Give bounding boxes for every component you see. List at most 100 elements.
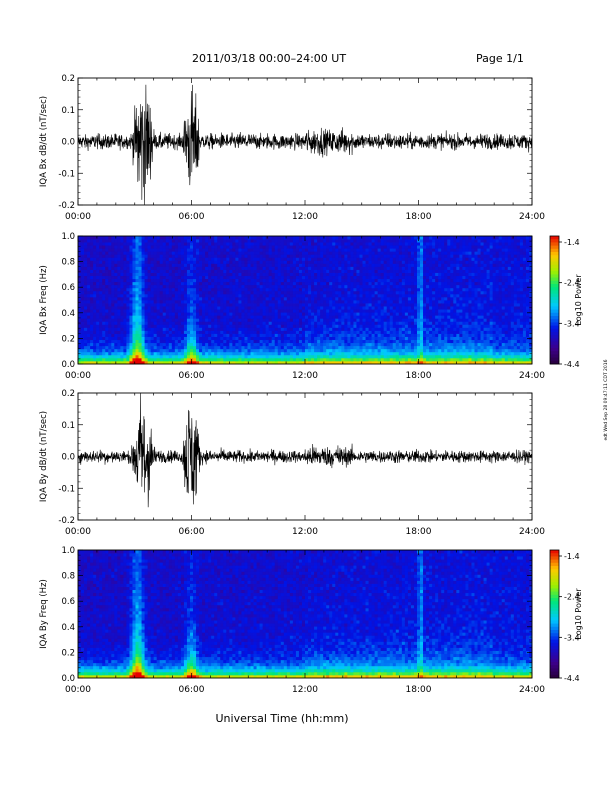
spectrogram-cell <box>401 351 406 356</box>
spectrogram-cell <box>268 266 273 270</box>
spectrogram-cell <box>193 269 197 273</box>
spectrogram-cell <box>90 269 94 273</box>
spectrogram-cell <box>102 348 106 353</box>
spectrogram-cell <box>90 315 94 319</box>
spectrogram-cell <box>317 257 321 261</box>
spectrogram-cell <box>407 242 412 246</box>
spectrogram-cell <box>84 281 88 286</box>
spectrogram-cell <box>93 357 97 362</box>
spectrogram-cell <box>410 312 415 316</box>
spectrogram-cell <box>274 266 279 270</box>
spectrogram-cell <box>202 245 206 249</box>
spectrogram-cell <box>353 260 357 264</box>
spectrogram-cell <box>268 272 273 277</box>
spectrogram-cell <box>180 257 185 261</box>
spectrogram-cell <box>150 327 155 331</box>
spectrogram-cell <box>292 239 297 243</box>
spectrogram-cell <box>323 300 327 304</box>
spectrogram-cell <box>114 306 118 310</box>
spectrogram-cell <box>298 263 303 267</box>
spectrogram-cell <box>359 339 363 344</box>
spectrogram-cell <box>344 333 348 337</box>
spectrogram-cell <box>235 245 239 249</box>
spectrogram-cell <box>365 303 369 307</box>
spectrogram-cell <box>311 236 315 240</box>
spectrogram-cell <box>153 257 158 261</box>
spectrogram-cell <box>420 287 424 292</box>
spectrogram-cell <box>144 236 149 240</box>
spectrogram-cell <box>338 336 342 341</box>
spectrogram-cell <box>314 324 318 328</box>
spectrogram-cell <box>286 342 291 347</box>
spectrogram-cell <box>401 327 406 331</box>
spectrogram-cell <box>186 263 191 267</box>
spectrogram-cell <box>96 360 100 365</box>
spectrogram-cell <box>229 266 233 270</box>
spectrogram-cell <box>199 360 203 365</box>
spectrogram-cell <box>383 260 388 264</box>
spectrogram-cell <box>429 360 433 365</box>
spectrogram-cell <box>259 281 264 286</box>
spectrogram-cell <box>132 312 136 316</box>
spectrogram-cell <box>232 266 236 270</box>
spectrogram-cell <box>196 242 200 246</box>
spectrogram-cell <box>168 339 173 344</box>
spectrogram-cell <box>295 354 300 359</box>
spectrogram-cell <box>126 284 130 289</box>
spectrogram-cell <box>123 293 127 298</box>
spectrogram-cell <box>347 357 351 362</box>
spectrogram-cell <box>135 345 139 350</box>
spectrogram-cell <box>320 272 324 277</box>
spectrogram-cell <box>114 278 118 283</box>
spectrogram-cell <box>271 278 276 283</box>
spectrogram-cell <box>368 309 372 313</box>
spectrogram-cell <box>280 284 285 289</box>
spectrogram-cell <box>338 330 342 334</box>
spectrogram-cell <box>84 336 88 341</box>
spectrogram-cell <box>238 278 242 283</box>
spectrogram-cell <box>159 242 164 246</box>
spectrogram-cell <box>199 245 203 249</box>
spectrogram-cell <box>108 351 112 356</box>
spectrogram-cell <box>244 312 248 316</box>
spectrogram-cell <box>368 321 372 325</box>
spectrogram-cell <box>389 257 394 261</box>
spectrogram-cell <box>102 303 106 307</box>
spectrogram-cell <box>407 251 412 255</box>
spectrogram-cell <box>274 336 279 341</box>
spectrogram-cell <box>323 342 327 347</box>
spectrogram-cell <box>386 360 391 365</box>
spectrogram-cell <box>295 296 300 301</box>
spectrogram-cell <box>196 318 200 322</box>
spectrogram-cell <box>108 342 112 347</box>
spectrogram-cell <box>147 257 152 261</box>
spectrogram-cell <box>205 275 209 280</box>
spectrogram-cell <box>380 333 385 337</box>
spectrogram-cell <box>102 360 106 365</box>
spectrogram-cell <box>229 309 233 313</box>
spectrogram-cell <box>189 254 194 258</box>
spectrogram-cell <box>395 330 400 334</box>
spectrogram-cells <box>78 236 533 365</box>
spectrogram-cell <box>229 257 233 261</box>
spectrogram-cell <box>326 300 330 304</box>
spectrogram-cell <box>335 300 339 304</box>
spectrogram-cell <box>401 315 406 319</box>
spectrogram-cell <box>111 245 115 249</box>
spectrogram-cell <box>196 251 200 255</box>
spectrogram-cell <box>87 339 91 344</box>
spectrogram-cell <box>174 309 179 313</box>
spectrogram-cell <box>223 354 227 359</box>
spectrogram-cell <box>274 324 279 328</box>
spectrogram-cell <box>380 306 385 310</box>
spectrogram-cell <box>423 290 427 295</box>
spectrogram-cell <box>301 312 306 316</box>
spectrogram-cell <box>135 293 139 298</box>
spectrogram-cell <box>78 296 82 301</box>
spectrogram-cell <box>171 293 176 298</box>
spectrogram-cell <box>226 287 230 292</box>
spectrogram-cell <box>426 342 430 347</box>
spectrogram-cell <box>183 306 188 310</box>
spectrogram-cell <box>144 290 149 295</box>
